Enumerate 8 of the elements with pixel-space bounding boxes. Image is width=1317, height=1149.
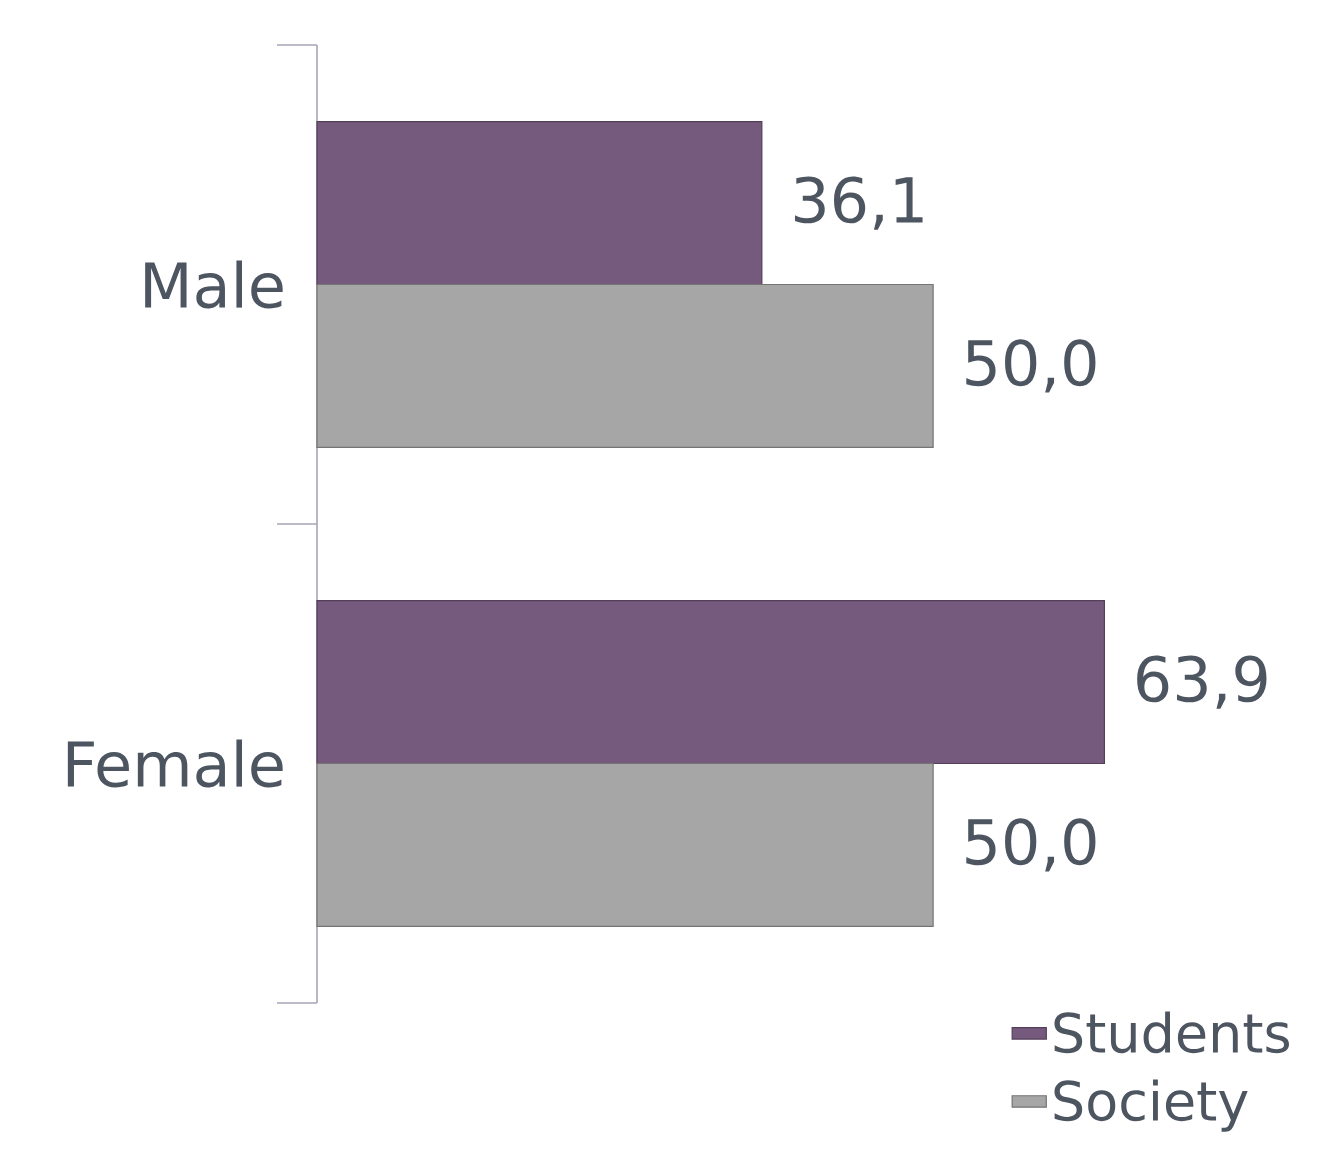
legend-label: Students <box>1054 1011 1289 1054</box>
y-tick-label: Female <box>67 739 283 788</box>
data-label: 50,0 <box>966 339 1096 393</box>
data-label: 36,1 <box>794 176 923 230</box>
data-label: 50,0 <box>966 818 1096 872</box>
legend-label: Society <box>1054 1079 1248 1132</box>
data-label: 63,9 <box>1137 655 1267 709</box>
y-tick-label: Male <box>145 260 283 309</box>
